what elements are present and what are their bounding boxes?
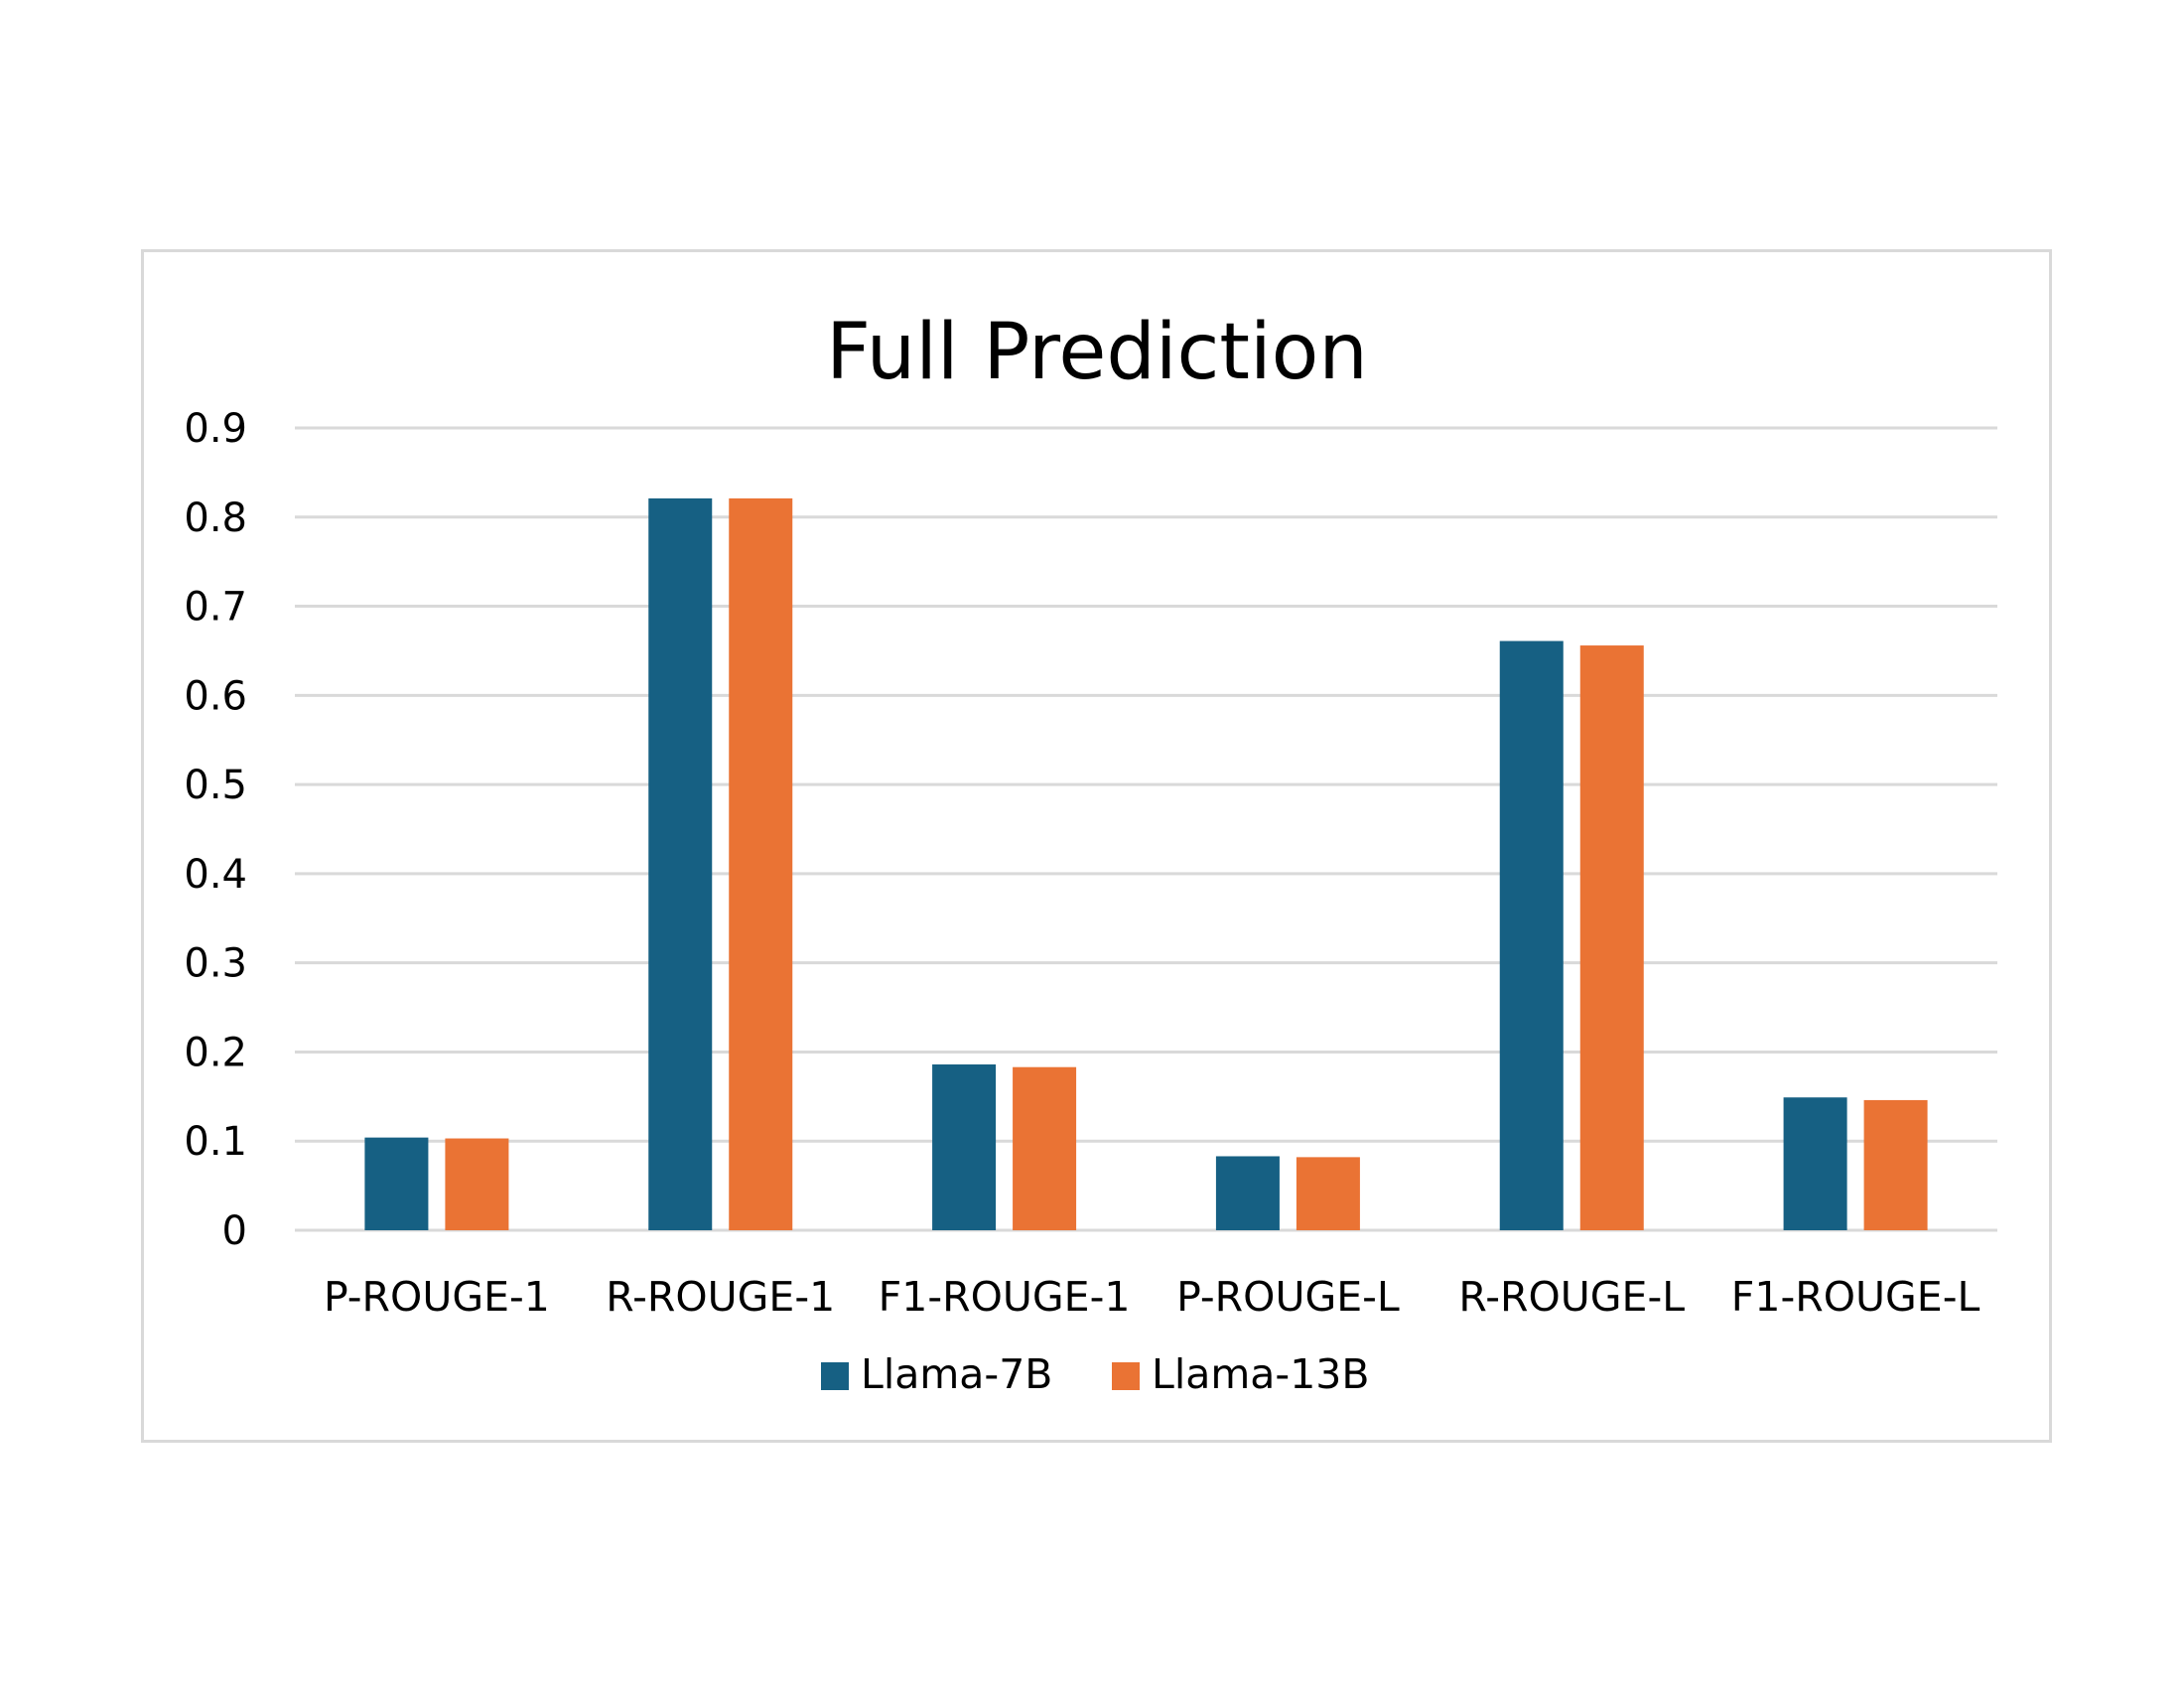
x-category-label: R-ROUGE-1 [606,1273,835,1321]
bar-llama-7b-r-rouge-l [1499,640,1564,1230]
bar-llama-13b-p-rouge-l [1296,1157,1360,1230]
y-tick-label: 0.3 [184,941,247,987]
x-category-label: F1-ROUGE-L [1731,1273,1980,1321]
legend: Llama-7B Llama-13B [821,1350,1370,1398]
y-tick-label: 0.4 [184,852,247,898]
bar-llama-7b-f1-rouge-l [1783,1097,1847,1230]
y-tick-label: 0.5 [184,763,247,808]
y-tick-label: 0.1 [184,1119,247,1165]
bars [364,497,1928,1230]
y-tick-label: 0.6 [184,673,247,719]
legend-swatch [1112,1362,1140,1390]
bar-llama-13b-f1-rouge-1 [1013,1066,1077,1230]
y-tick-label: 0.7 [184,585,247,631]
chart-frame: Full Prediction 0 0.1 0.2 0.3 0.4 0.5 0.6 0.7 0.… [141,249,2052,1443]
bar-llama-7b-p-rouge-l [1215,1156,1280,1230]
x-category-label: F1-ROUGE-1 [879,1273,1131,1321]
bar-llama-7b-r-rouge-1 [648,497,713,1230]
bar-llama-13b-p-rouge-1 [445,1138,509,1230]
x-category-label: P-ROUGE-L [1176,1273,1400,1321]
y-tick-label: 0.2 [184,1030,247,1075]
x-category-label: P-ROUGE-1 [324,1273,550,1321]
y-tick-label: 0 [222,1208,247,1254]
bar-llama-13b-r-rouge-l [1579,645,1644,1230]
y-axis-tick-labels: 0 0.1 0.2 0.3 0.4 0.5 0.6 0.7 0.8 0.9 [184,406,247,1254]
bar-llama-7b-p-rouge-1 [364,1137,429,1230]
bar-llama-13b-r-rouge-1 [729,497,793,1230]
chart-title: Full Prediction [826,308,1368,397]
bar-llama-13b-f1-rouge-l [1863,1099,1928,1230]
x-category-label: R-ROUGE-L [1458,1273,1685,1321]
gridlines [295,426,1997,1232]
x-axis-category-labels: P-ROUGE-1 R-ROUGE-1 F1-ROUGE-1 P-ROUGE-L R-R… [324,1273,1980,1321]
legend-label: Llama-7B [861,1350,1052,1398]
legend-label: Llama-13B [1152,1350,1370,1398]
legend-swatch [821,1362,849,1390]
y-tick-label: 0.8 [184,495,247,541]
bar-chart: Full Prediction 0 0.1 0.2 0.3 0.4 0.5 0.6 0.7 0.… [184,308,1997,1398]
bar-llama-7b-f1-rouge-1 [932,1064,997,1230]
y-tick-label: 0.9 [184,406,247,452]
